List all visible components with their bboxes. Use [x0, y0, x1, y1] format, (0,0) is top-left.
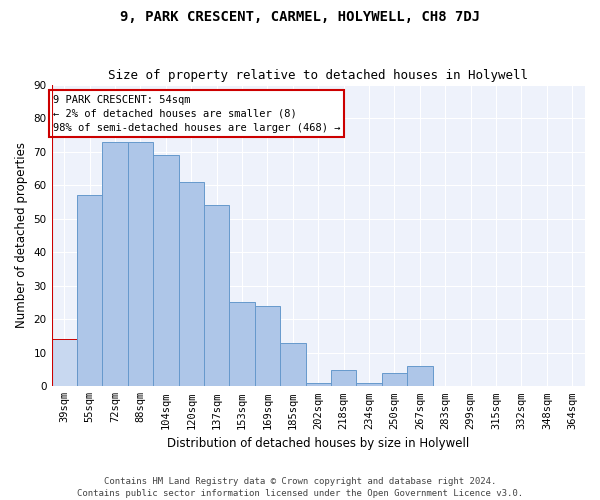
Bar — [128, 142, 153, 386]
Bar — [179, 182, 204, 386]
Bar — [52, 340, 77, 386]
Text: 9 PARK CRESCENT: 54sqm
← 2% of detached houses are smaller (8)
98% of semi-detac: 9 PARK CRESCENT: 54sqm ← 2% of detached … — [53, 94, 340, 132]
Bar — [229, 302, 255, 386]
Bar — [331, 370, 356, 386]
Bar — [255, 306, 280, 386]
X-axis label: Distribution of detached houses by size in Holywell: Distribution of detached houses by size … — [167, 437, 469, 450]
Text: Contains HM Land Registry data © Crown copyright and database right 2024.
Contai: Contains HM Land Registry data © Crown c… — [77, 476, 523, 498]
Bar — [356, 383, 382, 386]
Bar — [382, 373, 407, 386]
Bar — [103, 142, 128, 386]
Text: 9, PARK CRESCENT, CARMEL, HOLYWELL, CH8 7DJ: 9, PARK CRESCENT, CARMEL, HOLYWELL, CH8 … — [120, 10, 480, 24]
Bar — [77, 195, 103, 386]
Y-axis label: Number of detached properties: Number of detached properties — [15, 142, 28, 328]
Title: Size of property relative to detached houses in Holywell: Size of property relative to detached ho… — [108, 69, 528, 82]
Bar — [305, 383, 331, 386]
Bar — [204, 206, 229, 386]
Bar — [280, 342, 305, 386]
Bar — [153, 155, 179, 386]
Bar — [407, 366, 433, 386]
